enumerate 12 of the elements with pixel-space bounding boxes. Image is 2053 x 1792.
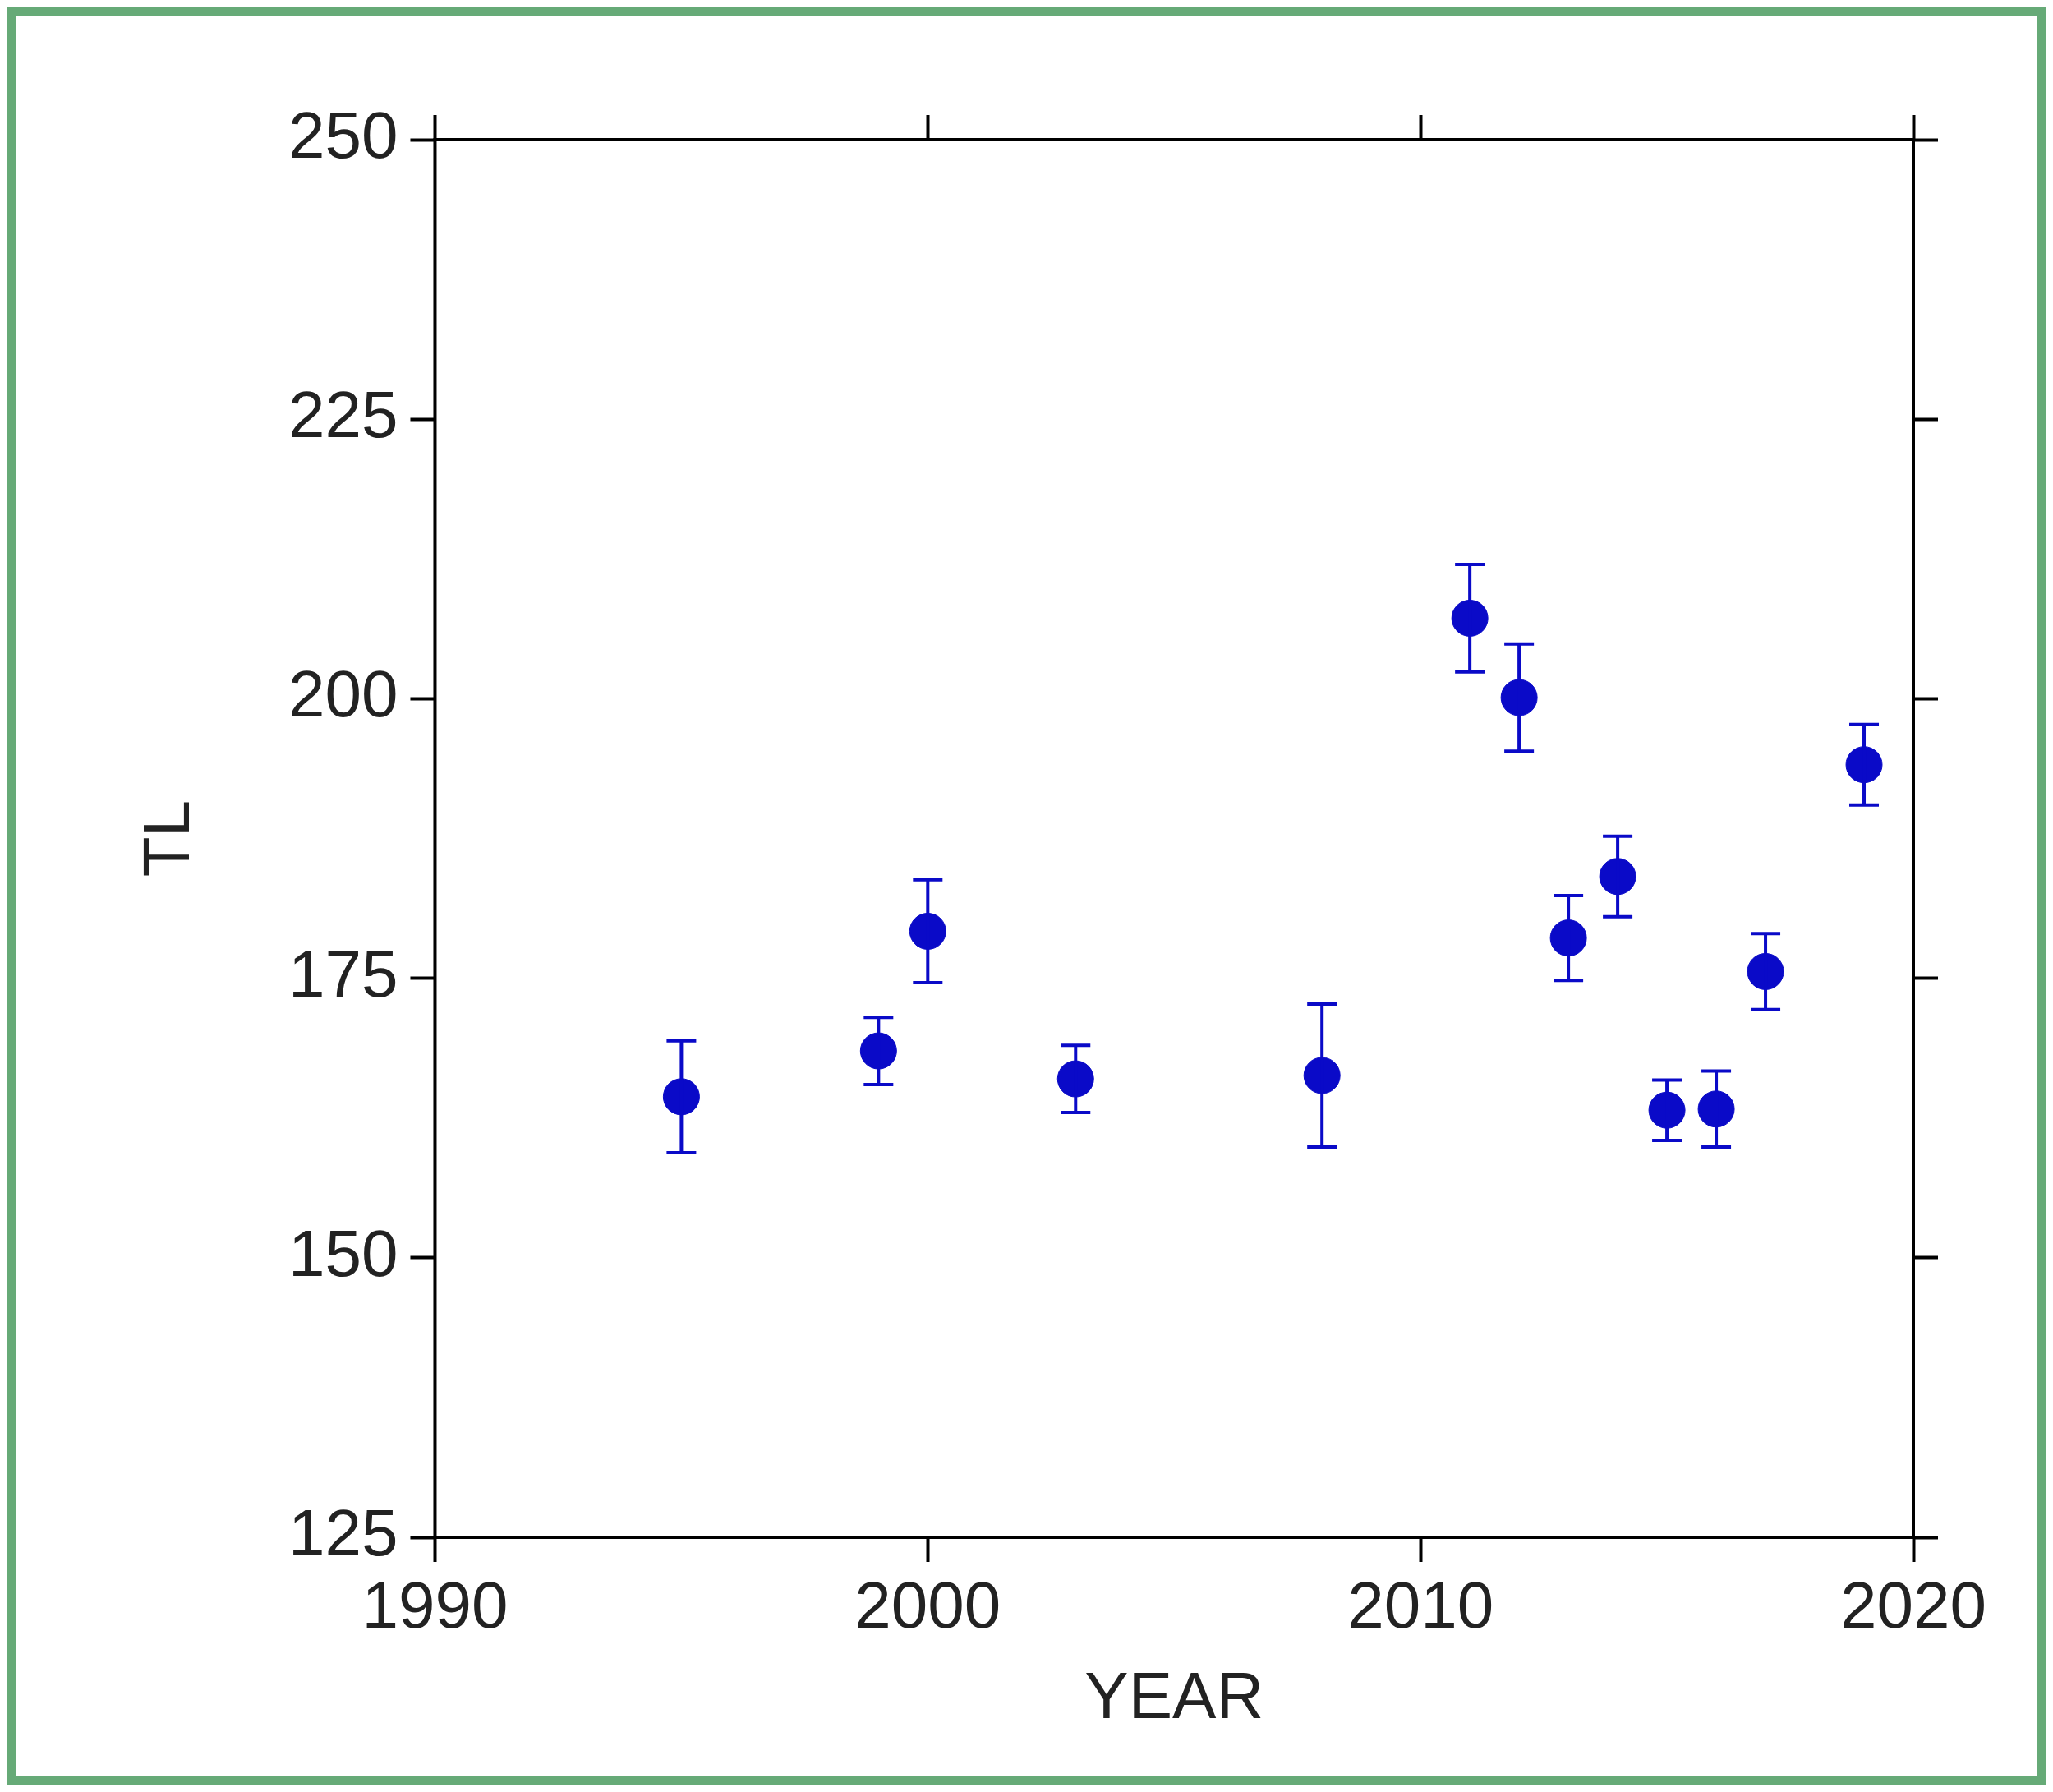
y-tick-label: 125 — [288, 1496, 398, 1570]
y-axis-title: TL — [130, 799, 204, 878]
x-tick-label: 2000 — [854, 1569, 1001, 1642]
y-tick-label: 250 — [288, 99, 398, 173]
y-tick-label: 225 — [288, 378, 398, 452]
x-tick-label: 2020 — [1840, 1569, 1986, 1642]
y-tick-label: 150 — [288, 1216, 398, 1290]
y-tick-label: 200 — [288, 657, 398, 731]
x-tick-label: 1990 — [361, 1569, 509, 1642]
x-tick-label: 2010 — [1347, 1569, 1494, 1642]
x-axis-title: YEAR — [1084, 1659, 1264, 1733]
y-tick-label: 175 — [288, 937, 398, 1011]
